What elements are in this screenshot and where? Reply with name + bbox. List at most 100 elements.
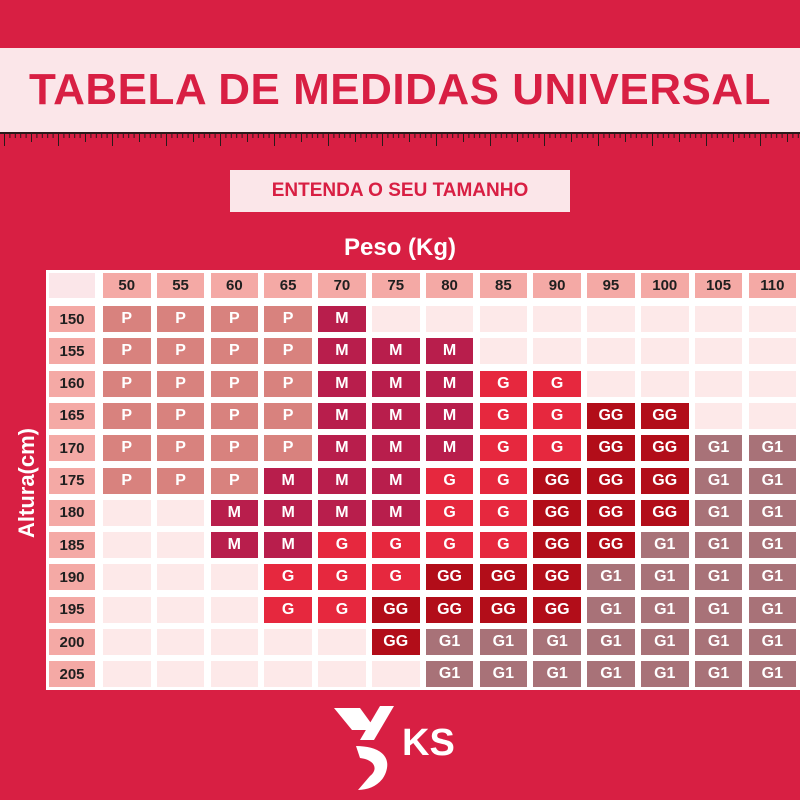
weight-header: 55 — [156, 273, 205, 298]
size-cell: P — [156, 402, 205, 429]
weight-header: 85 — [479, 273, 528, 298]
weight-header: 70 — [318, 273, 366, 298]
ruler-tick — [247, 132, 248, 142]
ruler-tick — [495, 132, 497, 138]
ruler-tick — [576, 132, 578, 138]
weight-header: 75 — [372, 273, 420, 298]
ruler-tick — [171, 132, 173, 138]
size-cell: P — [210, 467, 259, 494]
ruler-tick — [743, 132, 745, 138]
size-cell: GG — [641, 499, 689, 526]
empty-cell — [318, 661, 366, 688]
size-cell: G1 — [694, 532, 743, 559]
ruler-tick — [20, 132, 22, 138]
empty-cell — [372, 661, 420, 688]
ruler-tick — [403, 132, 405, 138]
ruler-tick — [781, 132, 783, 138]
ruler-tick — [571, 132, 572, 142]
ruler-tick — [52, 132, 54, 138]
empty-cell — [694, 402, 743, 429]
ruler-tick — [182, 132, 184, 138]
empty-cell — [103, 661, 151, 688]
size-cell: G1 — [748, 499, 797, 526]
ruler-tick — [198, 132, 200, 138]
ruler-tick — [689, 132, 691, 138]
ruler-tick — [587, 132, 589, 138]
empty-cell — [210, 661, 259, 688]
size-cell: M — [210, 499, 259, 526]
ruler-tick — [527, 132, 529, 138]
ruler-tick — [279, 132, 281, 138]
size-cell: G1 — [694, 596, 743, 623]
size-cell: GG — [641, 402, 689, 429]
size-cell: P — [103, 402, 151, 429]
ruler-tick — [700, 132, 702, 138]
ruler-tick — [603, 132, 605, 138]
size-cell: G — [264, 596, 312, 623]
size-cell: GG — [533, 532, 581, 559]
size-cell: P — [210, 435, 259, 462]
size-cell: P — [210, 402, 259, 429]
weight-header: 110 — [748, 273, 797, 298]
height-header: 175 — [49, 467, 95, 494]
size-cell: M — [372, 370, 420, 397]
empty-cell — [587, 370, 635, 397]
size-cell: GG — [479, 564, 528, 591]
ruler-tick — [787, 132, 788, 142]
size-cell: G1 — [748, 564, 797, 591]
ruler-tick — [122, 132, 124, 138]
ruler-tick — [25, 132, 27, 138]
empty-cell — [103, 629, 151, 655]
ruler-tick — [263, 132, 265, 138]
ruler-tick — [268, 132, 270, 138]
ruler-tick — [36, 132, 38, 138]
size-cell: G1 — [587, 596, 635, 623]
size-cell: G — [479, 499, 528, 526]
size-cell: G1 — [425, 661, 474, 688]
ruler-tick — [797, 132, 799, 138]
ruler-tick — [441, 132, 443, 138]
ruler-tick — [619, 132, 621, 138]
size-cell: M — [372, 402, 420, 429]
ruler-tick — [9, 132, 11, 138]
ruler-tick — [79, 132, 81, 138]
table-corner — [49, 273, 95, 298]
ruler-tick — [506, 132, 508, 138]
size-cell: G — [533, 370, 581, 397]
ruler-tick — [630, 132, 632, 138]
ruler-tick — [4, 132, 5, 146]
ruler-tick — [479, 132, 481, 138]
ruler-tick — [457, 132, 459, 138]
ruler-tick — [117, 132, 119, 138]
ruler-tick — [133, 132, 135, 138]
size-cell: M — [318, 338, 366, 365]
size-cell: M — [372, 338, 420, 365]
size-cell: GG — [641, 467, 689, 494]
size-cell: P — [156, 370, 205, 397]
ruler-tick — [776, 132, 778, 138]
ruler-tick — [738, 132, 740, 138]
size-cell: M — [318, 306, 366, 332]
size-cell: G1 — [748, 661, 797, 688]
ruler-tick — [284, 132, 286, 138]
ruler-tick — [522, 132, 524, 138]
ruler-tick — [760, 132, 761, 146]
size-cell: GG — [533, 499, 581, 526]
empty-cell — [748, 306, 797, 332]
size-cell: M — [318, 370, 366, 397]
ruler-tick — [608, 132, 610, 138]
ruler-tick — [139, 132, 140, 142]
size-cell: P — [210, 338, 259, 365]
ruler-tick — [549, 132, 551, 138]
ruler-tick — [85, 132, 86, 142]
brand-logo-text: KS — [402, 722, 455, 764]
ruler-tick — [646, 132, 648, 138]
ruler-tick — [679, 132, 680, 142]
ruler-tick — [614, 132, 616, 138]
ruler-tick — [290, 132, 292, 138]
size-cell: M — [425, 370, 474, 397]
ruler-tick — [473, 132, 475, 138]
size-cell: G1 — [533, 629, 581, 655]
ruler-tick — [193, 132, 194, 142]
ruler-tick — [716, 132, 718, 138]
